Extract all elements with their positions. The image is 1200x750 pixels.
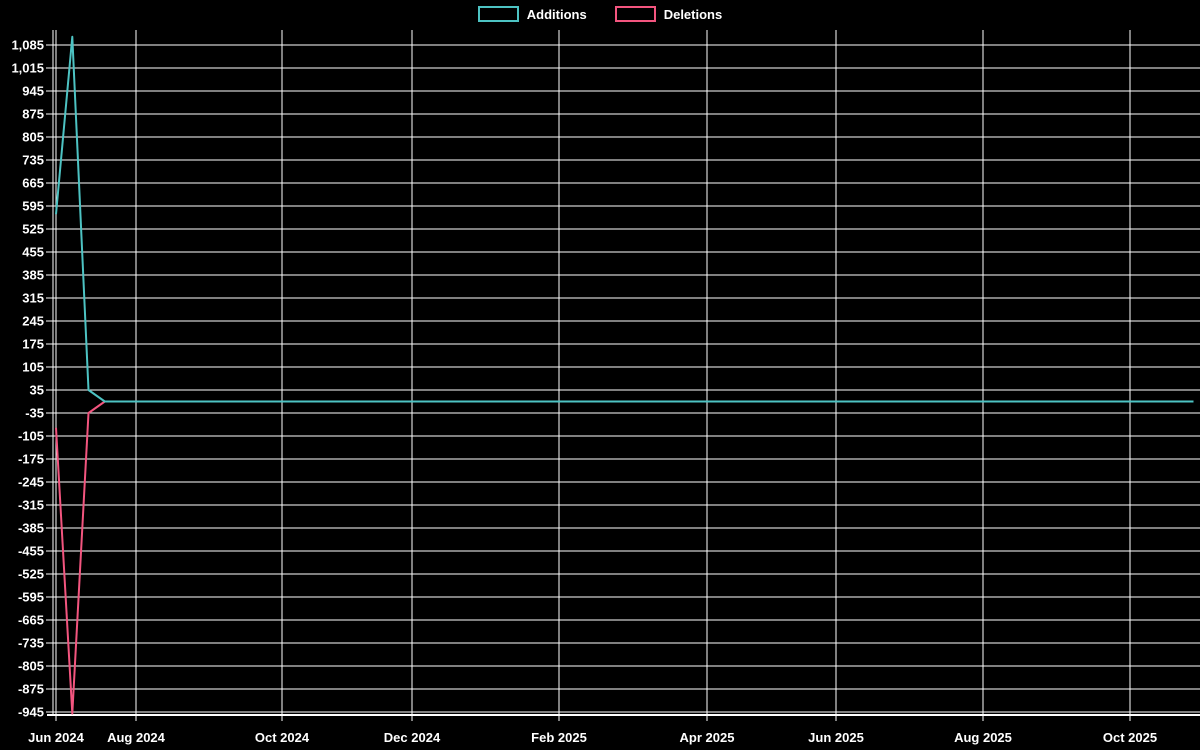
y-axis-tick-label: -945 <box>18 705 44 720</box>
x-axis-tick-label: Oct 2025 <box>1103 730 1157 745</box>
y-axis-tick-label: 1,085 <box>11 38 44 53</box>
additions-swatch-icon <box>477 6 519 22</box>
y-axis-tick-label: -105 <box>18 429 44 444</box>
y-axis-tick-label: -595 <box>18 590 44 605</box>
y-axis-labels: 1,085 1,015 945 875 805 735 665 595 525 455 385 315… <box>11 38 44 720</box>
y-axis-tick-label: 735 <box>22 153 44 168</box>
y-axis-tick-label: 455 <box>22 245 44 260</box>
y-axis-tick-label: -525 <box>18 567 44 582</box>
additions-line <box>55 35 1194 403</box>
legend-item-additions[interactable]: Additions <box>477 6 587 22</box>
deletions-line <box>55 400 1194 715</box>
y-axis-tick-label: -805 <box>18 659 44 674</box>
y-axis-tick-label: 665 <box>22 176 44 191</box>
x-axis-tick-label: Dec 2024 <box>384 730 441 745</box>
additions-legend-label: Additions <box>526 6 587 22</box>
legend-item-deletions[interactable]: Deletions <box>614 6 723 22</box>
y-axis-tick-label: 1,015 <box>11 61 44 76</box>
y-axis-tick-label: 105 <box>22 360 44 375</box>
y-axis-tick-label: 595 <box>22 199 44 214</box>
x-axis-labels: Jun 2024 Aug 2024 Oct 2024 Dec 2024 Feb 2025… <box>28 730 1157 745</box>
y-axis-tick-label: -245 <box>18 475 44 490</box>
y-axis-tick-label: -385 <box>18 521 44 536</box>
x-axis-tick-label: Apr 2025 <box>680 730 735 745</box>
x-axis-tick-label: Aug 2024 <box>107 730 166 745</box>
y-axis-tick-label: 175 <box>22 337 44 352</box>
y-axis-tick-label: 945 <box>22 84 44 99</box>
y-axis-tick-label: -875 <box>18 682 44 697</box>
y-axis-tick-label: 875 <box>22 107 44 122</box>
x-gridlines <box>55 30 1131 721</box>
y-axis-tick-label: -665 <box>18 613 44 628</box>
y-axis-tick-label: 805 <box>22 130 44 145</box>
chart-legend: Additions Deletions <box>0 6 1200 22</box>
x-axis-tick-label: Jun 2025 <box>808 730 864 745</box>
deletions-legend-label: Deletions <box>663 6 723 22</box>
axis-lines <box>47 30 1200 716</box>
y-axis-tick-label: -315 <box>18 498 44 513</box>
x-axis-tick-label: Feb 2025 <box>531 730 587 745</box>
y-axis-tick-label: 35 <box>30 383 44 398</box>
x-axis-tick-label: Jun 2024 <box>28 730 84 745</box>
y-axis-tick-label: -455 <box>18 544 44 559</box>
y-axis-tick-label: 315 <box>22 291 44 306</box>
x-axis-tick-label: Aug 2025 <box>954 730 1012 745</box>
y-gridlines <box>46 44 1200 713</box>
deletions-swatch-icon <box>614 6 656 22</box>
y-axis-tick-label: -735 <box>18 636 44 651</box>
y-axis-tick-label: -175 <box>18 452 44 467</box>
y-axis-tick-label: 525 <box>22 222 44 237</box>
y-axis-tick-label: -35 <box>25 406 44 421</box>
x-axis-tick-label: Oct 2024 <box>255 730 310 745</box>
y-axis-tick-label: 245 <box>22 314 44 329</box>
y-axis-tick-label: 385 <box>22 268 44 283</box>
